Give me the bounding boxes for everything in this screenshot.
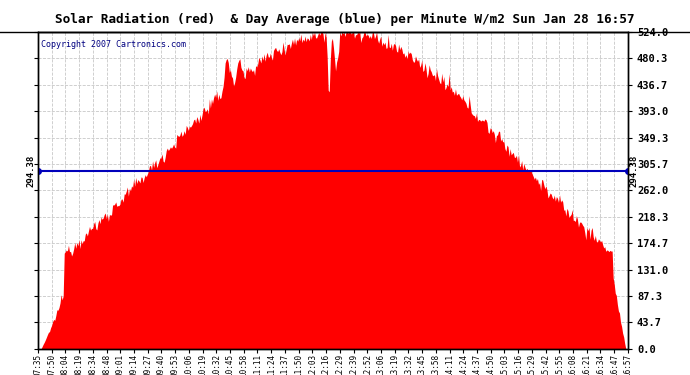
Text: Copyright 2007 Cartronics.com: Copyright 2007 Cartronics.com <box>41 40 186 49</box>
Text: 294.38: 294.38 <box>26 154 35 187</box>
Text: 294.38: 294.38 <box>629 154 638 187</box>
Text: Solar Radiation (red)  & Day Average (blue) per Minute W/m2 Sun Jan 28 16:57: Solar Radiation (red) & Day Average (blu… <box>55 13 635 26</box>
